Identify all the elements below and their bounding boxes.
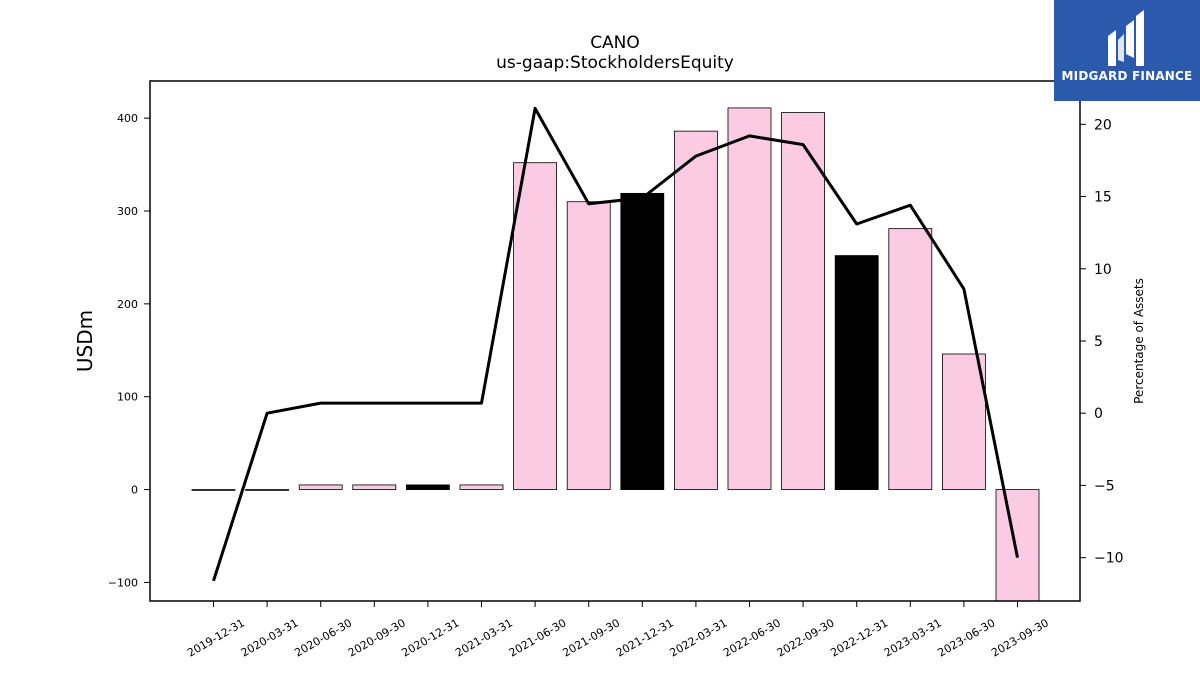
bar-series — [191, 107, 1040, 602]
logo-text: MIDGARD FINANCE — [1061, 69, 1193, 83]
bar — [620, 192, 665, 490]
bar — [459, 484, 504, 490]
y2-axis-label: Percentage of Assets — [1132, 278, 1146, 404]
y-axis-right: −10 −5 0 5 10 15 20 — [1080, 117, 1124, 567]
x-tick-label: 2020-06-30 — [292, 616, 354, 659]
y2-tick-label: 0 — [1094, 406, 1103, 422]
x-tick-label: 2020-03-31 — [239, 616, 301, 659]
bar — [191, 489, 236, 491]
y-axis-label: USDm — [73, 310, 97, 372]
x-tick-label: 2021-09-30 — [560, 616, 622, 659]
x-tick-label: 2022-03-31 — [668, 616, 730, 659]
bar — [727, 107, 772, 490]
y2-tick-label: 20 — [1094, 117, 1112, 133]
y-axis-left: −100 0 100 200 300 400 — [108, 112, 150, 589]
bar — [781, 112, 825, 490]
bar — [834, 255, 879, 490]
chart-subtitle: us-gaap:StockholdersEquity — [496, 53, 734, 73]
x-tick-label: 2020-12-31 — [400, 616, 462, 659]
y-tick-label: 100 — [117, 391, 138, 404]
bar — [352, 484, 397, 490]
bar — [245, 489, 290, 491]
x-tick-label: 2022-09-30 — [775, 616, 837, 659]
x-tick-label: 2022-06-30 — [721, 616, 783, 659]
x-tick-label: 2023-09-30 — [989, 616, 1051, 659]
bar — [888, 228, 933, 490]
y-tick-label: 0 — [131, 484, 138, 497]
y-tick-label: 300 — [117, 205, 138, 218]
x-tick-label: 2021-06-30 — [507, 616, 569, 659]
x-axis: 2019-12-312020-03-312020-06-302020-09-30… — [185, 601, 1051, 660]
bar — [298, 484, 343, 490]
x-tick-label: 2019-12-31 — [185, 616, 247, 659]
x-tick-label: 2023-03-31 — [882, 616, 944, 659]
y2-tick-label: 15 — [1094, 190, 1112, 206]
x-tick-label: 2023-06-30 — [936, 616, 998, 659]
y-tick-label: −100 — [108, 576, 138, 589]
line-series — [212, 106, 1019, 582]
chart-title: CANO — [590, 33, 640, 53]
x-tick-label: 2022-12-31 — [828, 616, 890, 659]
y2-tick-label: −10 — [1094, 551, 1124, 567]
bar — [566, 201, 611, 490]
x-tick-label: 2021-12-31 — [614, 616, 676, 659]
bar — [513, 162, 557, 490]
x-tick-label: 2020-09-30 — [346, 616, 408, 659]
brand-logo: MIDGARD FINANCE — [1054, 0, 1200, 101]
y-tick-label: 200 — [117, 298, 138, 311]
bar — [405, 484, 450, 490]
bar — [942, 353, 986, 490]
plot-frame — [149, 80, 1081, 602]
y2-tick-label: −5 — [1094, 478, 1115, 494]
y2-tick-label: 5 — [1094, 334, 1103, 350]
percentage-line — [212, 106, 1019, 582]
logo-mark-icon — [1108, 10, 1144, 66]
x-tick-label: 2021-03-31 — [453, 616, 515, 659]
bar — [674, 130, 718, 490]
y2-tick-label: 10 — [1094, 262, 1112, 278]
bar — [995, 489, 1040, 602]
y-tick-label: 400 — [117, 112, 138, 125]
